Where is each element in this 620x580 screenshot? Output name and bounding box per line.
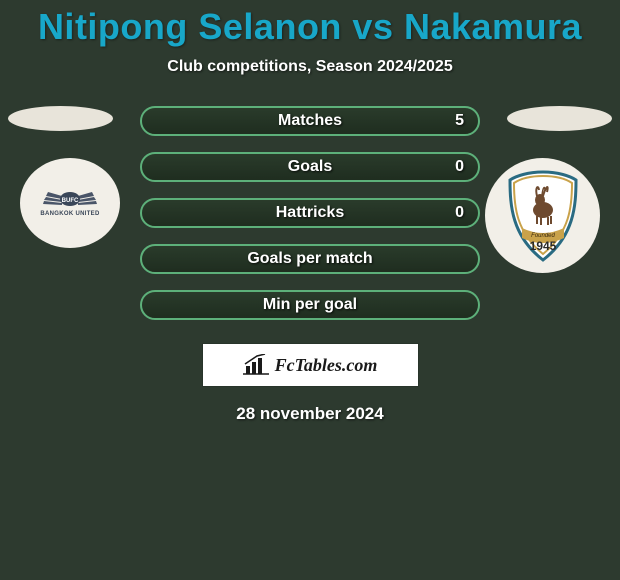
stat-value: 0 xyxy=(455,204,464,222)
stat-value: 5 xyxy=(455,112,464,130)
player-oval-right xyxy=(507,106,612,131)
club-badge-left: BUFC BANGKOK UNITED xyxy=(20,158,120,248)
player-oval-left xyxy=(8,106,113,131)
stat-bars: Matches 5 Goals 0 Hattricks 0 Goals per … xyxy=(140,106,480,336)
stat-label: Goals xyxy=(288,158,332,176)
brand-badge: FcTables.com xyxy=(203,344,418,386)
stat-label: Hattricks xyxy=(276,204,344,222)
club-badge-right: Founded 1945 xyxy=(485,158,600,273)
stat-bar-goals: Goals 0 xyxy=(140,152,480,182)
stat-value: 0 xyxy=(455,158,464,176)
bufc-label: BANGKOK UNITED xyxy=(40,211,99,217)
stat-label: Goals per match xyxy=(247,250,372,268)
svg-text:1945: 1945 xyxy=(529,239,556,253)
shield-icon: Founded 1945 xyxy=(498,166,588,266)
stat-bar-goals-per-match: Goals per match xyxy=(140,244,480,274)
stat-label: Matches xyxy=(278,112,342,130)
bufc-wings-icon: BUFC xyxy=(40,189,100,209)
bar-chart-icon xyxy=(243,354,269,376)
date-label: 28 november 2024 xyxy=(0,404,620,424)
stat-bar-matches: Matches 5 xyxy=(140,106,480,136)
brand-text: FcTables.com xyxy=(275,355,378,376)
page-subtitle: Club competitions, Season 2024/2025 xyxy=(0,58,620,76)
stat-bar-hattricks: Hattricks 0 xyxy=(140,198,480,228)
stat-bar-min-per-goal: Min per goal xyxy=(140,290,480,320)
stat-label: Min per goal xyxy=(263,296,357,314)
svg-text:BUFC: BUFC xyxy=(62,198,79,204)
page-title: Nitipong Selanon vs Nakamura xyxy=(0,6,620,48)
comparison-content: BUFC BANGKOK UNITED Founded 1945 xyxy=(0,106,620,336)
